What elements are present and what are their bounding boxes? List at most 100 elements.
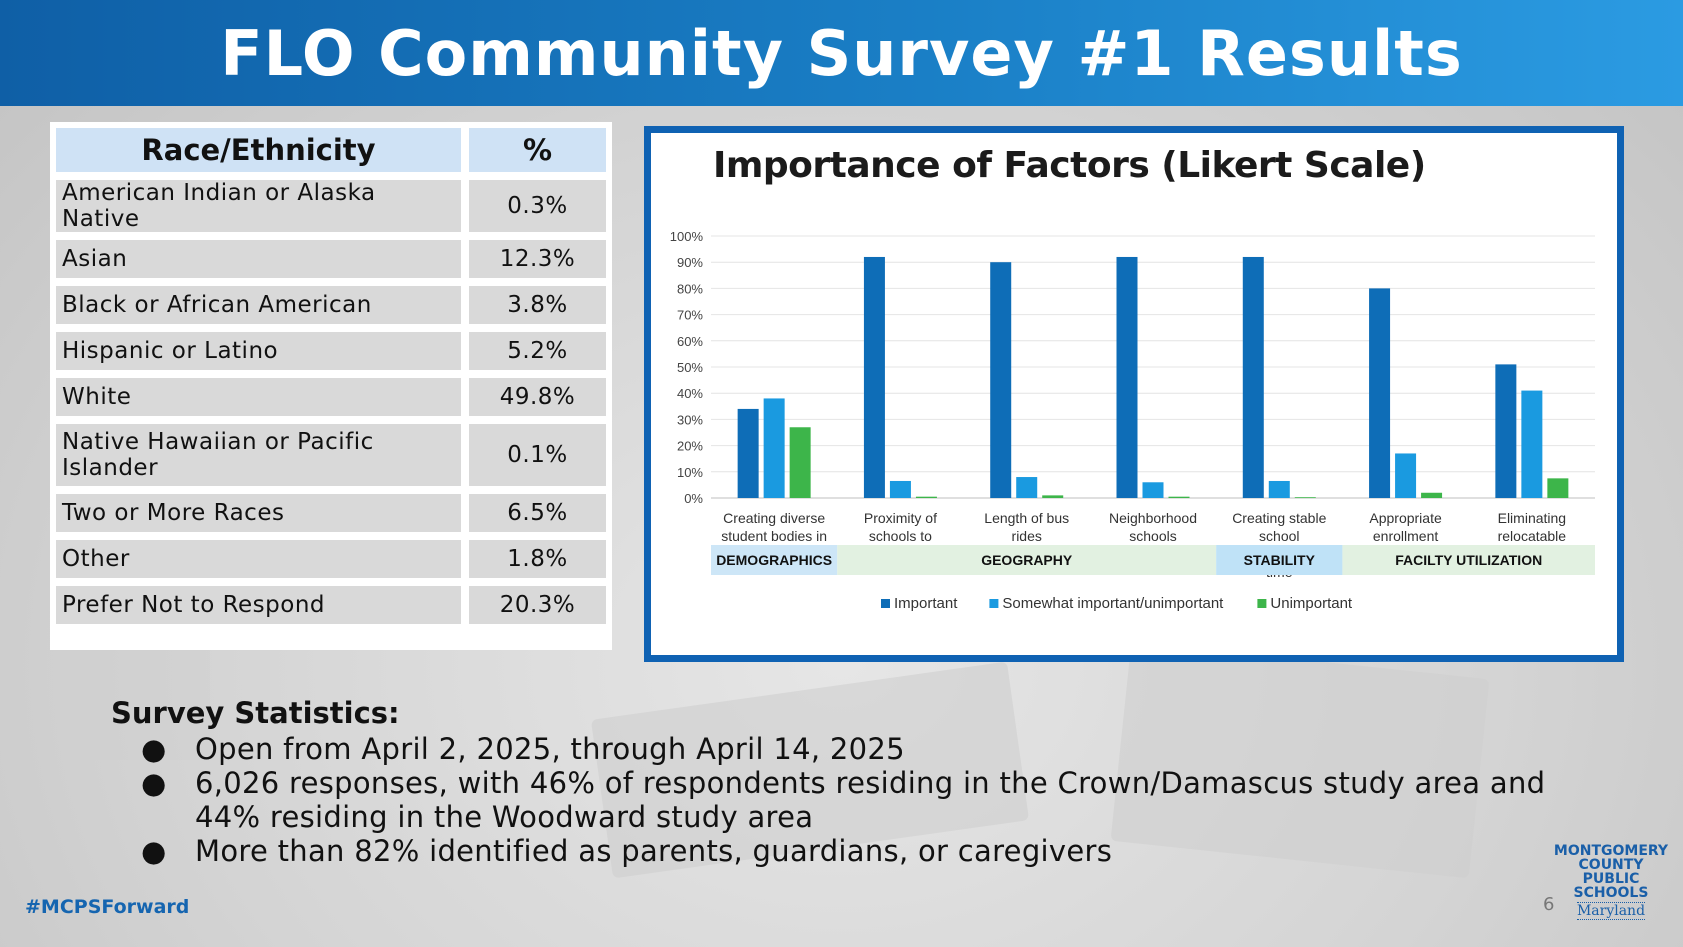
chart-title: Importance of Factors (Likert Scale) xyxy=(713,145,1426,186)
race-percent: 20.3% xyxy=(469,586,606,624)
stats-heading: Survey Statistics: xyxy=(111,696,400,730)
race-percent: 3.8% xyxy=(469,286,606,324)
legend-label: Somewhat important/unimportant xyxy=(1002,595,1224,612)
race-percent: 0.3% xyxy=(469,180,606,232)
y-tick-label: 10% xyxy=(677,465,703,480)
table-row: Two or More Races 6.5% xyxy=(56,494,606,532)
hashtag: #MCPSForward xyxy=(25,896,190,918)
race-label: Other xyxy=(56,540,461,578)
table-header-row: Race/Ethnicity % xyxy=(56,128,606,172)
legend-label: Important xyxy=(894,595,958,612)
race-percent: 6.5% xyxy=(469,494,606,532)
bar xyxy=(1042,495,1064,498)
race-label: Two or More Races xyxy=(56,494,461,532)
bar xyxy=(1294,497,1316,499)
bar xyxy=(737,408,759,498)
group-band xyxy=(1342,545,1595,575)
bar xyxy=(1395,453,1417,498)
bullet-icon: ● xyxy=(141,834,167,868)
category-label: Appropriate enrollment xyxy=(1369,510,1442,544)
background-shape xyxy=(10,640,210,760)
bar xyxy=(1168,496,1190,498)
stats-item: ● 6,026 responses, with 46% of respondent… xyxy=(111,766,1561,834)
group-label: FACILTY UTILIZATION xyxy=(1395,552,1542,568)
stats-list: ● Open from April 2, 2025, through April … xyxy=(111,732,1561,868)
mcps-logo: MONTGOMERY COUNTY PUBLIC SCHOOLS Marylan… xyxy=(1552,844,1670,920)
stats-item-text: More than 82% identified as parents, gua… xyxy=(195,834,1113,868)
race-percent: 0.1% xyxy=(469,424,606,486)
race-ethnicity-table: Race/Ethnicity % American Indian or Alas… xyxy=(50,122,612,650)
y-tick-label: 20% xyxy=(677,439,703,454)
race-label: American Indian or Alaska Native xyxy=(56,180,461,232)
race-percent: 49.8% xyxy=(469,378,606,416)
y-tick-label: 60% xyxy=(677,334,703,349)
bar xyxy=(763,398,785,498)
logo-state: Maryland xyxy=(1576,902,1646,920)
table-row: American Indian or Alaska Native 0.3% xyxy=(56,180,606,232)
logo-line: COUNTY xyxy=(1578,857,1644,873)
page-title: FLO Community Survey #1 Results xyxy=(220,16,1463,90)
table-row: Asian 12.3% xyxy=(56,240,606,278)
y-tick-label: 90% xyxy=(677,255,703,270)
bar xyxy=(1521,390,1543,498)
bar xyxy=(1421,492,1443,498)
column-header-percent: % xyxy=(469,128,606,172)
table-row: Other 1.8% xyxy=(56,540,606,578)
survey-statistics: Survey Statistics: ● Open from April 2, 2… xyxy=(111,696,1561,868)
table-row: Hispanic or Latino 5.2% xyxy=(56,332,606,370)
stats-item-text: 6,026 responses, with 46% of respondents… xyxy=(195,766,1546,834)
race-label: Asian xyxy=(56,240,461,278)
table-row: Black or African American 3.8% xyxy=(56,286,606,324)
category-label: Neighborhood schools xyxy=(1109,510,1197,544)
legend-label: Unimportant xyxy=(1270,595,1353,612)
race-label: Prefer Not to Respond xyxy=(56,586,461,624)
logo-line: MONTGOMERY xyxy=(1553,843,1669,859)
bar xyxy=(1242,256,1264,498)
bar xyxy=(1268,480,1290,498)
legend-swatch xyxy=(881,599,890,608)
group-band xyxy=(711,545,838,575)
category-label: Length of bus rides xyxy=(984,510,1069,544)
column-header-race: Race/Ethnicity xyxy=(56,128,461,172)
race-label: White xyxy=(56,378,461,416)
y-tick-label: 80% xyxy=(677,281,703,296)
bar xyxy=(889,480,911,498)
stats-item-text: Open from April 2, 2025, through April 1… xyxy=(195,732,905,766)
bullet-icon: ● xyxy=(141,732,167,766)
bar xyxy=(1116,256,1138,498)
group-label: DEMOGRAPHICS xyxy=(716,552,832,568)
bar xyxy=(1495,364,1517,498)
race-percent: 1.8% xyxy=(469,540,606,578)
race-label: Native Hawaiian or Pacific Islander xyxy=(56,424,461,486)
title-bar: FLO Community Survey #1 Results xyxy=(0,0,1683,106)
bar-chart-svg: 0%10%20%30%40%50%60%70%80%90%100%Creatin… xyxy=(670,229,1595,612)
bar xyxy=(1547,478,1569,498)
y-tick-label: 40% xyxy=(677,386,703,401)
group-label: GEOGRAPHY xyxy=(981,552,1073,568)
logo-line: SCHOOLS xyxy=(1573,885,1649,901)
race-label: Hispanic or Latino xyxy=(56,332,461,370)
bar xyxy=(789,427,811,498)
stats-item: ● Open from April 2, 2025, through April … xyxy=(111,732,1561,766)
legend-swatch xyxy=(1257,599,1267,608)
y-tick-label: 50% xyxy=(677,360,703,375)
bar xyxy=(1142,482,1164,498)
race-percent: 12.3% xyxy=(469,240,606,278)
bullet-icon: ● xyxy=(141,766,167,800)
bar xyxy=(990,262,1012,498)
y-tick-label: 0% xyxy=(684,491,703,506)
page-number: 6 xyxy=(1543,894,1555,915)
bar xyxy=(863,256,885,498)
y-tick-label: 30% xyxy=(677,412,703,427)
race-label: Black or African American xyxy=(56,286,461,324)
bar xyxy=(915,496,937,498)
bar xyxy=(1016,477,1038,498)
logo-line: PUBLIC xyxy=(1582,871,1640,887)
y-tick-label: 100% xyxy=(670,229,704,244)
race-percent: 5.2% xyxy=(469,332,606,370)
bar xyxy=(1369,288,1391,498)
legend-swatch xyxy=(989,599,999,608)
table-row: White 49.8% xyxy=(56,378,606,416)
stats-item: ● More than 82% identified as parents, gu… xyxy=(111,834,1561,868)
group-band xyxy=(1216,545,1343,575)
